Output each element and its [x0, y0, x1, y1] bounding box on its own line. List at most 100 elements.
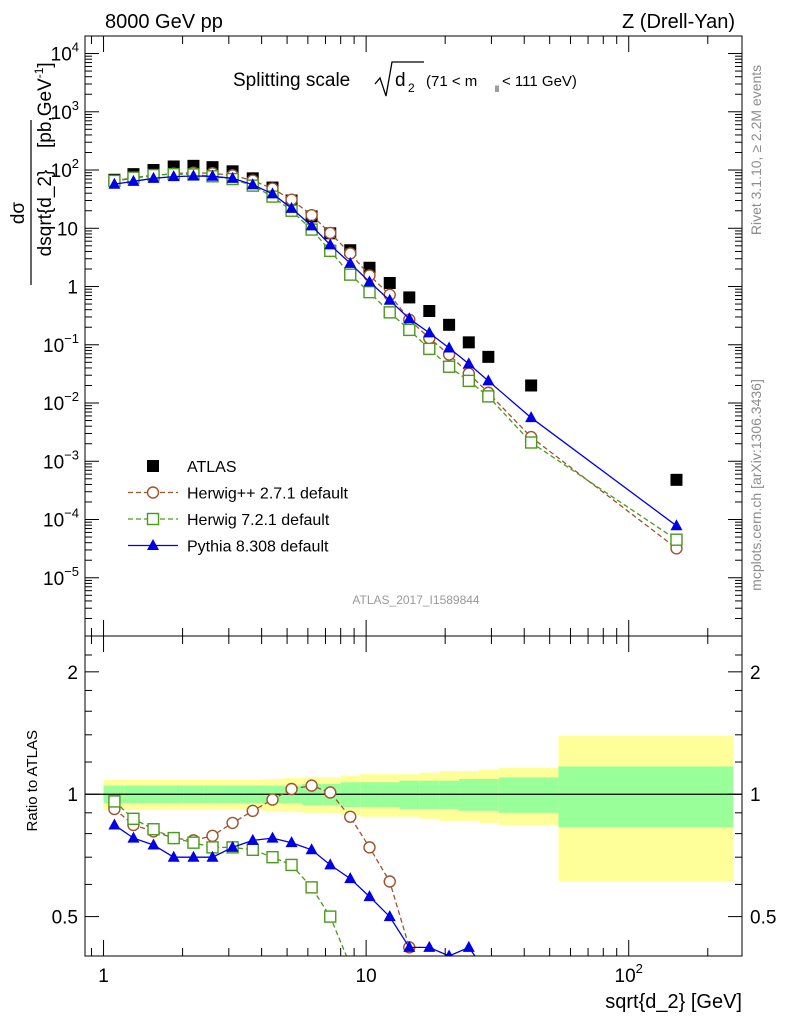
main-point-pythia-8-308-default: [127, 174, 140, 186]
main-point-pythia-8-308-default: [266, 187, 279, 199]
main-point-herwig-7-2-1-default: [383, 306, 396, 319]
title-range: (71 < m: [426, 73, 477, 90]
y-tick-label: 104: [51, 40, 79, 66]
ratio-point-pythia-8-308-default: [246, 833, 259, 845]
x-axis-label: sqrt{d_2} [GeV]: [605, 991, 742, 1013]
ratio-point-pythia-8-308-default: [445, 949, 453, 956]
y-tick-label: 103: [51, 98, 79, 124]
main-point-pythia-8-308-default: [525, 411, 538, 423]
mcplots-label: mcplots.cern.ch [arXiv:1306.3436]: [748, 379, 764, 591]
main-point-herwig-7-2-1-default: [670, 533, 683, 546]
ratio-point-pythia-8-308-default: [363, 890, 376, 902]
y-tick-label: 10−3: [43, 447, 79, 473]
ratio-y-tick-label-right: 0.5: [750, 908, 776, 929]
main-point-pythia-8-308-default: [403, 312, 416, 324]
ylabel-den: dsqrt{d_2}: [35, 170, 56, 257]
ratio-point-herwig-2-7-1-default: [226, 816, 239, 830]
ratio-point-pythia-8-308-default: [127, 831, 140, 843]
legend-label-herwig-7-2-1-default: Herwig 7.2.1 default: [187, 512, 330, 529]
legend-marker-atlas: [147, 460, 159, 472]
ratio-point-herwig-7-2-1-default: [246, 843, 259, 856]
main-point-herwig-7-2-1-default: [403, 323, 416, 337]
ratio-point-pythia-8-308-default: [462, 940, 475, 952]
legend-marker-herwig-2-7-1-default: [146, 486, 160, 499]
title-sqrt-sign: [374, 61, 424, 97]
ratio-point-herwig-7-2-1-default: [108, 795, 121, 808]
ratio-point-herwig-2-7-1-default: [363, 841, 376, 854]
main-point-atlas: [462, 336, 475, 349]
ratio-point-herwig-2-7-1-default: [206, 829, 219, 843]
ratio-point-herwig-2-7-1-default: [266, 793, 279, 806]
ylabel-unit: [pb,GeV-1]: [32, 62, 56, 148]
main-point-herwig-2-7-1-default: [324, 226, 337, 240]
legend-label-pythia-8-308-default: Pythia 8.308 default: [187, 539, 329, 556]
main-point-atlas: [482, 350, 495, 363]
ratio-y-tick-label-right: 1: [750, 785, 761, 806]
ratio-point-pythia-8-308-default: [423, 940, 436, 952]
main-point-pythia-8-308-default: [285, 201, 298, 213]
main-point-pythia-8-308-default: [482, 374, 495, 386]
title-main: Splitting scale: [233, 70, 350, 91]
ratio-point-pythia-8-308-default: [324, 858, 337, 870]
main-point-pythia-8-308-default: [443, 341, 456, 353]
ratio-point-pythia-8-308-default: [344, 872, 357, 884]
x-tick-label: 102: [615, 961, 643, 987]
ratio-stat-band: [459, 779, 479, 811]
main-point-herwig-7-2-1-default: [482, 390, 495, 403]
ratio-point-herwig-7-2-1-default: [345, 960, 356, 971]
ratio-point-herwig-7-2-1-default: [285, 858, 298, 872]
x-axis: 1 10 102: [91, 36, 709, 987]
main-point-atlas: [443, 318, 456, 331]
ratio-point-herwig-7-2-1-default: [127, 812, 140, 826]
ratio-point-pythia-8-308-default: [305, 843, 318, 855]
main-point-pythia-8-308-default: [167, 170, 180, 182]
main-line-pythia-8-308-default: [114, 175, 677, 527]
x-tick-label: 10: [356, 966, 377, 987]
y-tick-label: 10−1: [43, 331, 79, 357]
ratio-plot: 2 2 1 1 0.5 0.5 Ratio to ATLAS: [24, 635, 776, 979]
ratio-y-tick-label: 2: [67, 663, 78, 684]
header-left: 8000 GeV pp: [105, 11, 223, 33]
ylabel-num: dσ: [8, 202, 29, 225]
ratio-line-herwig-2-7-1-default: [113, 784, 410, 948]
main-point-pythia-8-308-default: [187, 169, 200, 181]
main-point-atlas: [670, 473, 683, 486]
ratio-point-pythia-8-308-default: [403, 940, 416, 952]
title-range-end: < 111 GeV): [502, 73, 577, 90]
main-point-pythia-8-308-default: [670, 519, 683, 531]
ratio-point-pythia-8-308-default: [482, 968, 494, 979]
main-point-atlas: [403, 291, 416, 304]
ratio-point-herwig-7-2-1-default: [324, 910, 337, 923]
ratio-point-pythia-8-308-default: [226, 840, 239, 852]
ratio-point-herwig-2-7-1-default: [305, 779, 318, 792]
ratio-point-pythia-8-308-default: [108, 818, 121, 830]
main-point-atlas: [525, 379, 538, 392]
main-point-herwig-2-7-1-default: [305, 208, 318, 222]
main-point-herwig-7-2-1-default: [363, 285, 376, 299]
ratio-point-herwig-7-2-1-default: [187, 836, 200, 849]
rivet-label: Rivet 3.1.10, ≥ 2.2M events: [748, 65, 764, 235]
ratio-point-herwig-2-7-1-default: [344, 810, 357, 823]
main-point-pythia-8-308-default: [344, 256, 357, 268]
y-tick-label: 1: [67, 278, 78, 299]
ratio-plot-frame: [84, 635, 743, 957]
title-range-sub: ll: [495, 84, 499, 94]
y-tick-label: 10−4: [43, 506, 79, 532]
ratio-stat-band: [498, 777, 559, 813]
ylabel-unit-end: ]: [35, 62, 56, 67]
y-tick-label: 10−5: [43, 564, 79, 590]
main-point-pythia-8-308-default: [324, 238, 337, 250]
main-point-pythia-8-308-default: [206, 169, 219, 181]
main-point-herwig-7-2-1-default: [442, 360, 456, 373]
main-point-pythia-8-308-default: [147, 171, 160, 183]
main-plot: Splitting scale d 2 (71 < m ll < 111 GeV…: [8, 35, 743, 637]
main-point-pythia-8-308-default: [383, 293, 396, 305]
ratio-y-tick-label: 1: [67, 785, 78, 806]
ratio-point-pythia-8-308-default: [147, 838, 160, 850]
ylabel-unit-exp: -1: [32, 67, 46, 78]
y-tick-label: 102: [51, 156, 79, 182]
ratio-point-pythia-8-308-default: [187, 850, 200, 862]
main-point-pythia-8-308-default: [246, 178, 259, 190]
ratio-point-herwig-2-7-1-default: [285, 782, 298, 796]
main-line-herwig-2-7-1-default: [114, 172, 677, 549]
